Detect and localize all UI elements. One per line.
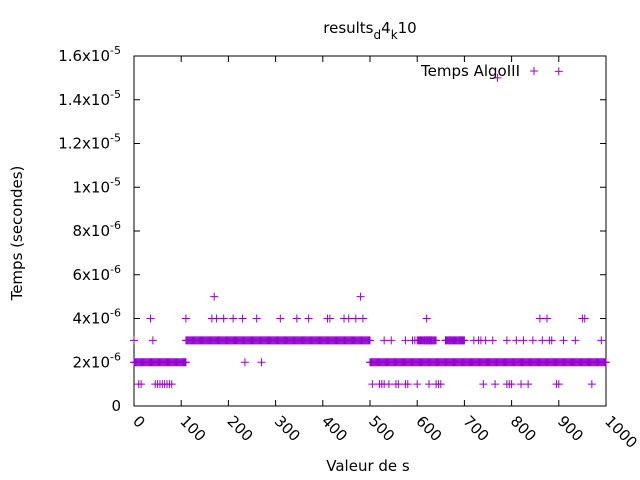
data-point [325, 314, 334, 323]
legend-label: Temps AlgoIII [420, 62, 520, 80]
data-point [384, 380, 393, 389]
data-point [481, 336, 490, 345]
data-point [491, 380, 500, 389]
data-point [146, 314, 155, 323]
legend-marker-plus-icon [530, 67, 538, 75]
x-tick-label: 400 [318, 412, 351, 445]
series-temps-algoiii [130, 67, 610, 389]
data-point [543, 314, 551, 323]
data-point [401, 336, 410, 345]
data-point [403, 380, 412, 389]
data-point [238, 314, 247, 323]
data-point [276, 314, 285, 323]
data-point [559, 336, 568, 345]
data-point [240, 358, 249, 367]
y-tick-label: 6x10-6 [73, 263, 121, 284]
legend: Temps AlgoIII [420, 62, 538, 80]
data-point [488, 336, 497, 345]
y-tick-label: 1.6x10-5 [58, 44, 121, 65]
data-point [493, 73, 502, 82]
data-point [602, 358, 610, 367]
data-point [413, 380, 422, 389]
data-point [219, 314, 228, 323]
data-point [422, 314, 431, 323]
data-point [368, 380, 377, 389]
x-tick-label: 1000 [601, 412, 640, 452]
data-point [479, 380, 488, 389]
data-point [554, 380, 563, 389]
data-point [535, 314, 544, 323]
data-point [512, 336, 521, 345]
y-axis-title: Temps (secondes) [8, 166, 26, 302]
data-point [410, 336, 419, 345]
data-point [580, 314, 589, 323]
data-point [554, 67, 563, 76]
y-tick-label: 2x10-6 [73, 350, 121, 371]
y-tick-label: 1.4x10-5 [58, 88, 121, 109]
x-tick-label: 0 [129, 412, 148, 431]
data-point [507, 380, 516, 389]
data-point [257, 358, 266, 367]
y-tick-label: 8x10-6 [73, 219, 121, 240]
data-point [358, 314, 367, 323]
y-axis-ticks: 0 2x10-6 4x10-6 6x10-6 8x10-6 1x10-5 1.2x10-5 1… [58, 44, 606, 415]
data-point [137, 380, 146, 389]
data-point [547, 336, 556, 345]
chart-title: resultsd4k10 [323, 19, 416, 42]
x-tick-label: 900 [554, 412, 587, 445]
data-point [458, 336, 467, 345]
data-point [210, 292, 219, 301]
x-tick-label: 100 [176, 412, 209, 445]
data-point [356, 292, 365, 301]
data-point [587, 380, 596, 389]
x-tick-label: 500 [365, 412, 398, 445]
data-point [304, 314, 313, 323]
x-tick-label: 800 [507, 412, 540, 445]
data-point [212, 314, 221, 323]
data-point [425, 380, 433, 389]
data-point [380, 336, 389, 345]
data-point [366, 336, 374, 345]
y-tick-label: 4x10-6 [73, 307, 121, 328]
data-point [181, 314, 190, 323]
data-point [502, 336, 511, 345]
data-point [394, 380, 403, 389]
x-tick-label: 600 [412, 412, 445, 445]
y-tick-label: 1x10-5 [73, 175, 121, 196]
x-tick-label: 700 [460, 412, 493, 445]
data-point [446, 336, 455, 345]
y-tick-label: 0 [111, 397, 121, 415]
data-point [519, 336, 528, 345]
data-point [229, 314, 238, 323]
data-point [344, 314, 353, 323]
x-axis-ticks: 0 100 200 300 400 500 600 700 800 900 1000 [129, 56, 640, 452]
data-point [528, 336, 537, 345]
plot-area-frame [133, 55, 607, 407]
data-point [571, 336, 580, 345]
data-point [387, 336, 396, 345]
data-point [252, 314, 261, 323]
data-point [524, 380, 533, 389]
data-point [436, 380, 445, 389]
data-point [148, 336, 157, 345]
data-point [130, 336, 138, 345]
x-tick-label: 300 [271, 412, 304, 445]
data-point [351, 314, 360, 323]
data-point [181, 358, 190, 367]
legend-plus-icon [530, 67, 538, 75]
data-point [167, 380, 176, 389]
data-point [597, 336, 606, 345]
data-point [517, 380, 526, 389]
data-point [427, 336, 436, 345]
y-tick-label: 1.2x10-5 [58, 132, 121, 153]
x-tick-label: 200 [224, 412, 257, 445]
x-axis-title: Valeur de s [326, 457, 410, 475]
data-point [538, 336, 547, 345]
data-point [292, 314, 301, 323]
